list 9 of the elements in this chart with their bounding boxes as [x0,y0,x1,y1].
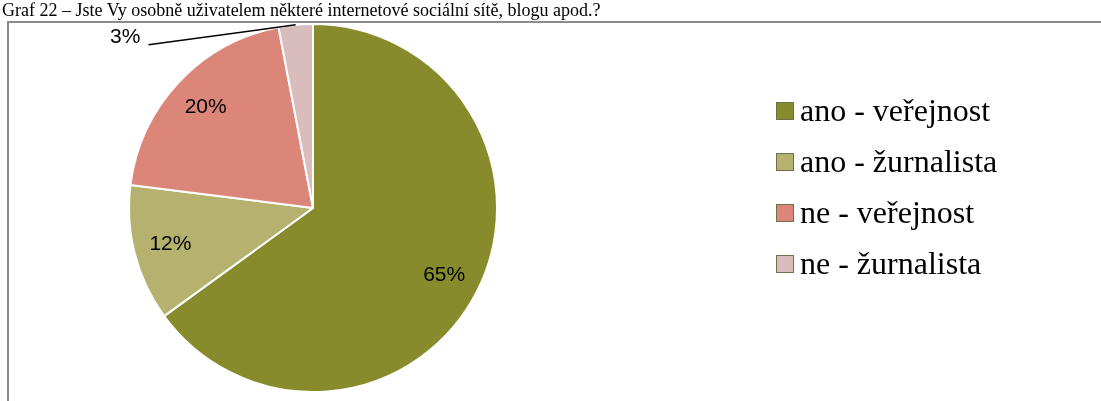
data-label: 12% [149,231,192,255]
chart-title: Graf 22 – Jste Vy osobně uživatelem některé internetové sociální sítě, blogu apod.? [2,0,601,20]
legend-label: ano - žurnalista [800,143,998,180]
data-label: 65% [423,261,466,285]
legend-label: ne - veřejnost [800,194,975,231]
legend-label: ne - žurnalista [800,245,982,282]
legend-label: ano - veřejnost [800,92,991,129]
data-label: 3% [110,24,141,48]
data-label: 20% [184,94,227,118]
